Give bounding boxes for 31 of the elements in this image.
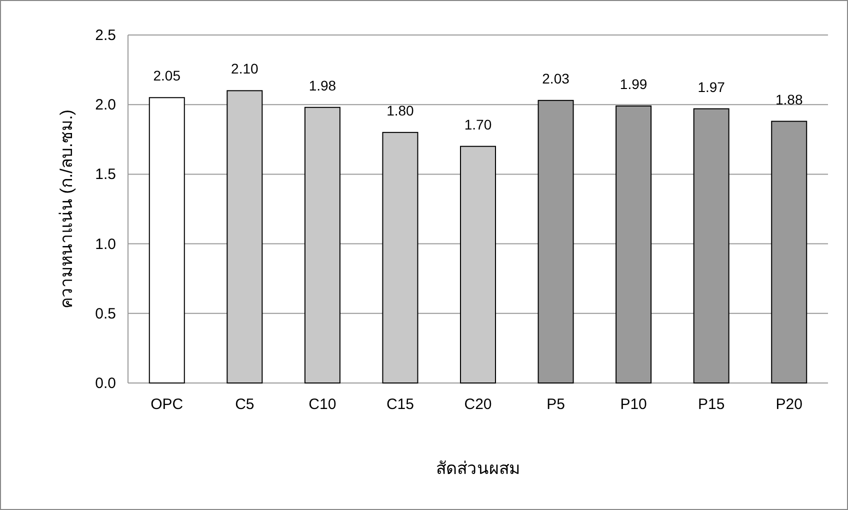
- x-tick-label: C10: [308, 396, 336, 413]
- data-label: 1.80: [386, 102, 414, 118]
- data-label: 1.99: [620, 76, 648, 92]
- data-label: 2.10: [231, 60, 259, 77]
- x-tick-label: P20: [776, 396, 802, 413]
- x-tick-label: P10: [620, 396, 647, 413]
- data-label: 2.05: [153, 68, 181, 84]
- x-axis-title: สัดส่วนผสม: [436, 459, 520, 478]
- bar: [460, 146, 496, 384]
- data-label: 2.03: [542, 70, 570, 86]
- x-tick-label: C5: [235, 396, 254, 413]
- y-tick-label: 2.5: [95, 27, 116, 44]
- y-tick-label: 0.0: [95, 375, 116, 392]
- bar: [226, 90, 263, 384]
- y-axis-title: ความหนาแน่น (ก./ลบ.ซม.): [57, 110, 76, 308]
- x-tick-label: P15: [698, 396, 725, 413]
- y-tick-label: 2.0: [95, 96, 116, 114]
- data-label: 1.97: [698, 78, 726, 95]
- x-tick-label: C15: [386, 396, 414, 413]
- y-tick-label: 0.5: [95, 305, 116, 322]
- data-label: 1.88: [775, 91, 803, 108]
- y-tick-label: 1.0: [95, 236, 116, 253]
- bar: [148, 97, 185, 384]
- x-tick-label: C20: [464, 396, 492, 413]
- data-label: 1.98: [308, 77, 336, 94]
- y-tick-label: 1.5: [95, 166, 116, 184]
- x-tick-label: P5: [546, 396, 565, 413]
- x-tick-label: OPC: [150, 396, 184, 413]
- data-label: 1.70: [464, 116, 492, 132]
- bar: [382, 132, 418, 384]
- bar: [304, 106, 340, 384]
